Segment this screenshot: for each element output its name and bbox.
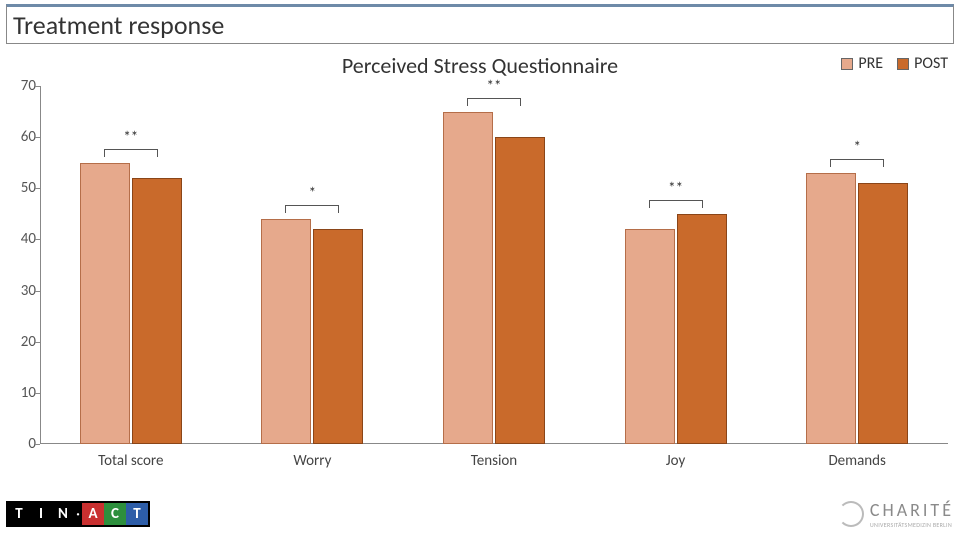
legend: PRE POST [841,54,948,73]
ytick: 20 [6,333,36,351]
bar-pre [80,163,130,444]
ytick: 30 [6,282,36,300]
bar-pre [806,173,856,444]
x-label: Demands [766,452,948,470]
bar-post [858,183,908,444]
bar-post [132,178,182,444]
bar-pre [261,219,311,444]
charite-text: CHARITÉ [870,499,954,521]
x-label: Tension [403,452,585,470]
ytick: 0 [6,435,36,453]
x-label: Worry [222,452,404,470]
bar-group [80,163,182,444]
bar-pre [625,229,675,444]
slide-title-box: Treatment response [6,4,954,44]
significance-marker: * [830,139,884,167]
logo-letter: T [126,503,148,525]
tinact-logo: TIN·ACT [6,501,150,527]
ytick: 60 [6,128,36,146]
chart-title: Perceived Stress Questionnaire [6,52,954,79]
chart-area: Perceived Stress Questionnaire PRE POST … [6,48,954,480]
ytick: 70 [6,77,36,95]
ytick: 40 [6,230,36,248]
legend-item-pre: PRE [841,54,883,73]
bar-post [677,214,727,444]
x-label: Total score [40,452,222,470]
bar-post [495,137,545,444]
legend-swatch-pre [841,58,853,70]
charite-ring-icon [838,501,864,527]
bar-group [443,112,545,444]
significance-marker: * [285,185,339,213]
charite-logo: CHARITÉ UNIVERSITÄTSMEDIZIN BERLIN [838,499,954,529]
logo-letter: C [104,503,126,525]
plot-region: Total score**Worry*Tension**Joy**Demands… [40,86,948,444]
significance-marker: ** [104,129,158,157]
ytick: 10 [6,384,36,402]
legend-swatch-post [897,58,909,70]
charite-subtitle: UNIVERSITÄTSMEDIZIN BERLIN [870,521,954,529]
ytick: 50 [6,179,36,197]
bars-layer: Total score**Worry*Tension**Joy**Demands… [40,86,948,444]
logo-letter: I [30,503,52,525]
slide-title: Treatment response [13,9,224,41]
bar-group [261,219,363,444]
logo-letter: A [82,503,104,525]
bar-group [806,173,908,444]
legend-label-pre: PRE [858,54,883,73]
legend-label-post: POST [914,54,948,73]
significance-marker: ** [649,180,703,208]
footer: TIN·ACT CHARITÉ UNIVERSITÄTSMEDIZIN BERL… [6,494,954,534]
x-label: Joy [585,452,767,470]
logo-letter: T [8,503,30,525]
bar-group [625,214,727,444]
legend-item-post: POST [897,54,948,73]
logo-letter: · [74,503,82,525]
significance-marker: ** [467,78,521,106]
logo-letter: N [52,503,74,525]
bar-pre [443,112,493,444]
bar-post [313,229,363,444]
